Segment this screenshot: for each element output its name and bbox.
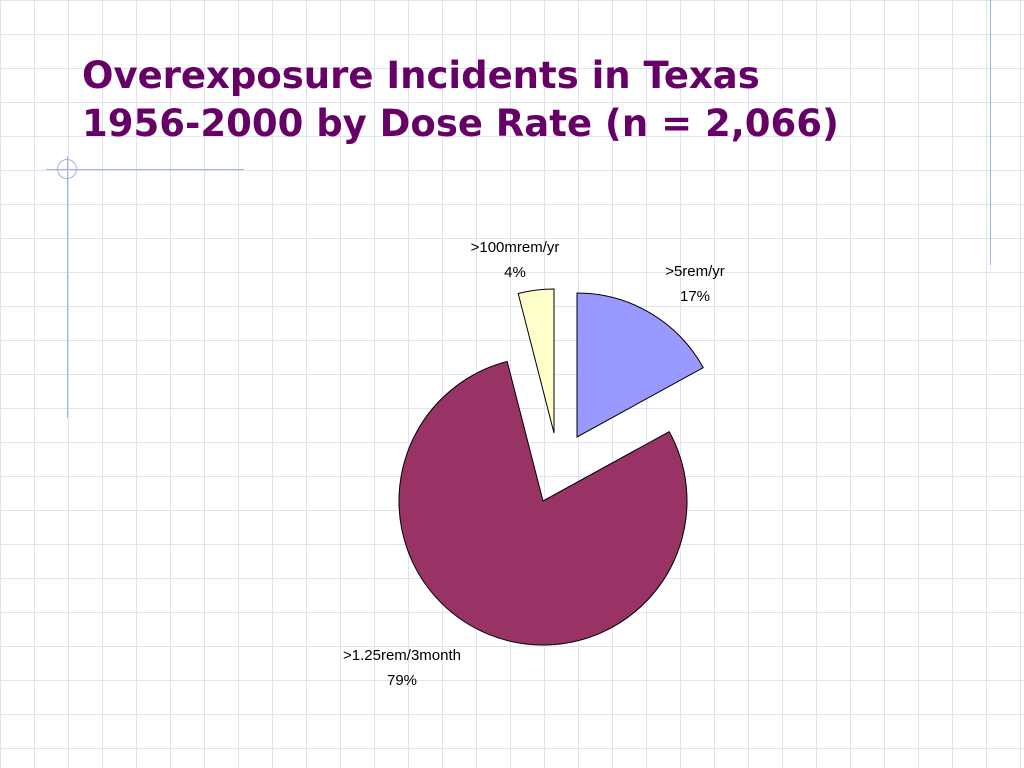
- right-accent-line: [990, 0, 991, 265]
- accent-circle: [57, 159, 77, 179]
- slice-label-1: >5rem/yr: [665, 263, 725, 280]
- slice-label-2: >1.25rem/3month: [343, 647, 461, 664]
- pie-slice-2: [398, 360, 688, 646]
- title-line-2: 1956-2000 by Dose Rate (n = 2,066): [82, 102, 839, 145]
- slice-percent-3: 4%: [504, 264, 526, 281]
- slice-label-3: >100mrem/yr: [471, 239, 560, 256]
- slide-title: Overexposure Incidents in Texas 1956-200…: [82, 52, 982, 148]
- accent-vertical-line: [67, 156, 68, 418]
- pie-slice-1: [576, 292, 704, 438]
- slice-percent-1: 17%: [680, 288, 710, 305]
- accent-horizontal-line: [46, 169, 244, 170]
- slice-percent-2: 79%: [387, 672, 417, 689]
- pie-slice-3: [517, 288, 555, 434]
- title-line-1: Overexposure Incidents in Texas: [82, 54, 760, 97]
